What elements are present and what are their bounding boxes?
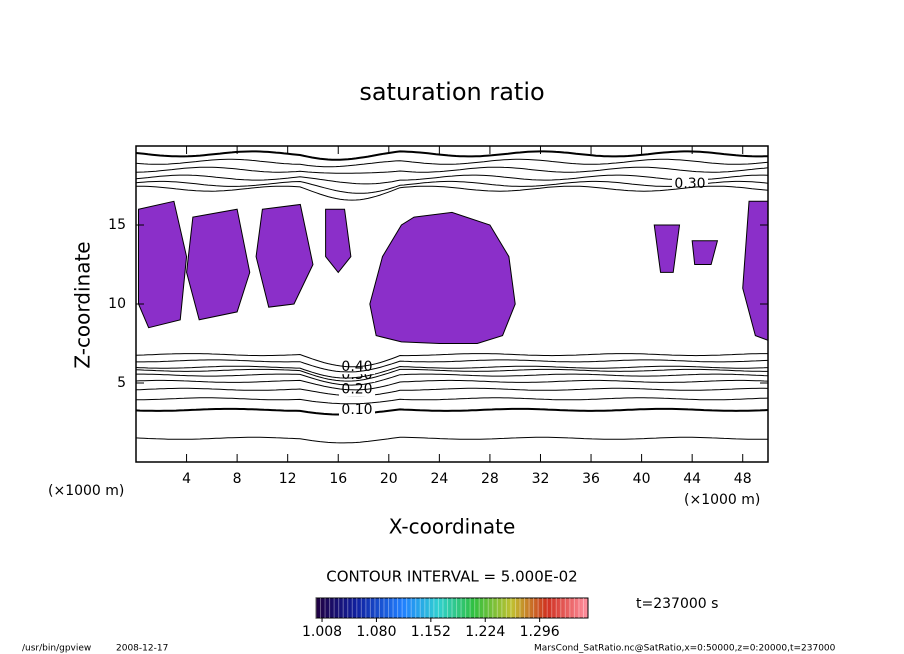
contour-line <box>135 166 769 174</box>
contour-line <box>135 174 769 185</box>
colorbar-tick-label: 1.152 <box>411 624 451 640</box>
supersaturated-region <box>138 200 188 329</box>
contour-line <box>135 158 769 168</box>
x-tick-label: 4 <box>182 471 191 487</box>
contour-line <box>135 379 769 391</box>
contour-line <box>135 387 769 397</box>
colorbar-tick-label: 1.080 <box>356 624 396 640</box>
contour-label-bg <box>339 402 375 417</box>
contour-line <box>136 373 769 386</box>
time-label: t=237000 s <box>636 596 718 612</box>
colorbar-tick-label: 1.008 <box>302 624 342 640</box>
supersaturated-region <box>255 203 314 308</box>
contour-label: 0.30 <box>674 176 705 192</box>
x-axis-label: X-coordinate <box>389 515 516 539</box>
x-tick-label: 40 <box>633 471 651 487</box>
supersaturated-region <box>325 208 352 274</box>
y-axis-label: Z-coordinate <box>71 241 95 368</box>
contour-interval: CONTOUR INTERVAL = 5.000E-02 <box>326 568 577 586</box>
supersaturated-region <box>742 200 769 342</box>
contour-line <box>136 185 769 201</box>
contour-line <box>135 180 769 194</box>
x-tick-label: 32 <box>532 471 550 487</box>
x-tick-label: 20 <box>380 471 398 487</box>
contour-line <box>136 397 769 405</box>
supersaturated-region <box>369 211 516 344</box>
supersaturated-region <box>691 240 719 265</box>
colorbar-tick-label: 1.224 <box>465 624 505 640</box>
x-tick-label: 28 <box>481 471 499 487</box>
contour-label: 0.40 <box>341 359 372 375</box>
x-tick-label: 36 <box>582 471 600 487</box>
supersaturated-region <box>186 208 251 321</box>
chart-title: saturation ratio <box>359 78 544 106</box>
footer: /usr/bin/gpview <box>22 644 91 654</box>
x-unit-label: (×1000 m) <box>48 483 124 499</box>
supersaturated-region <box>653 224 681 273</box>
x-tick-label: 12 <box>279 471 297 487</box>
contour-line <box>135 368 768 382</box>
contour-label-bg <box>339 382 375 397</box>
x-tick-label: 16 <box>329 471 347 487</box>
contour-label-bg <box>672 176 708 191</box>
x-tick-label: 24 <box>430 471 448 487</box>
colorbar <box>315 597 589 619</box>
y-tick-label: 15 <box>108 217 126 233</box>
y-tick-label: 5 <box>117 375 126 391</box>
colorbar-tick-label: 1.296 <box>520 624 560 640</box>
x-tick-label: 48 <box>734 471 752 487</box>
contour-line <box>135 436 769 444</box>
contour-label: 0.10 <box>341 402 372 418</box>
footer-date: 2008-12-17 <box>116 644 168 654</box>
footer: MarsCond_SatRatio.nc@SatRatio,x=0:50000,… <box>534 644 836 654</box>
x-tick-label: 44 <box>683 471 701 487</box>
x-tick-label: 8 <box>233 471 242 487</box>
contour-line <box>135 407 769 416</box>
x-unit-label: (×1000 m) <box>684 492 760 508</box>
contour-line <box>135 365 769 379</box>
contour-line <box>135 150 769 161</box>
y-tick-label: 10 <box>108 296 126 312</box>
contour-line <box>135 353 768 368</box>
contour-line <box>136 359 769 373</box>
